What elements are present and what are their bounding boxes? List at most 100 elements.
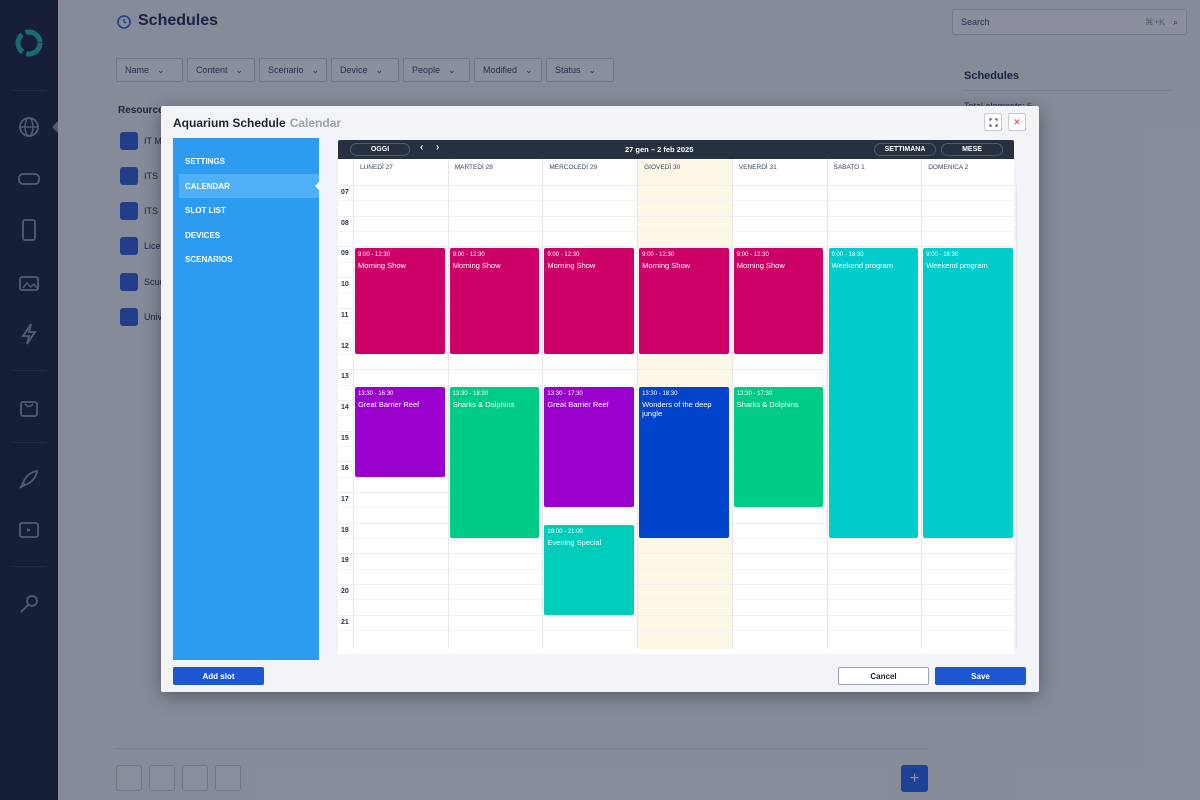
- modal-title-text: Aquarium Schedule: [173, 116, 286, 130]
- close-icon[interactable]: ✕: [1008, 113, 1026, 131]
- event-slot[interactable]: 9:00 - 12:30 Morning Show: [449, 248, 540, 354]
- cancel-button[interactable]: Cancel: [838, 667, 929, 685]
- search-icon[interactable]: ⌕: [1172, 16, 1178, 27]
- screen-icon[interactable]: [17, 518, 41, 542]
- list-item[interactable]: ITS M: [120, 193, 170, 229]
- hour-label: 08: [341, 219, 349, 227]
- vr-headset-icon[interactable]: [17, 167, 41, 191]
- modal-title: Aquarium Schedule Calendar: [173, 116, 341, 130]
- trash-icon[interactable]: [215, 765, 241, 791]
- hour-row: [338, 584, 1014, 615]
- menu-settings[interactable]: SETTINGS: [185, 156, 226, 166]
- active-indicator: [52, 121, 58, 133]
- rocket-icon[interactable]: [17, 467, 41, 491]
- tablet-icon[interactable]: [17, 218, 41, 242]
- filter-name[interactable]: Name ⌄: [116, 58, 183, 82]
- event-slot[interactable]: 9:00 - 18:30 Weekend program: [923, 248, 1013, 539]
- eye-icon[interactable]: [149, 765, 175, 791]
- toggle-icon[interactable]: [182, 765, 208, 791]
- chevron-left-icon[interactable]: ‹: [420, 142, 424, 153]
- filter-device[interactable]: Device ⌄: [331, 58, 399, 82]
- event-time: 9:00 - 12:30: [358, 252, 391, 259]
- event-slot[interactable]: 9:00 - 18:30 Weekend program: [828, 248, 919, 539]
- menu-scenarios[interactable]: SCENARIOS: [185, 254, 233, 264]
- menu-devices[interactable]: DEVICES: [185, 230, 221, 240]
- event-slot[interactable]: 9:00 - 12:30 Morning Show: [733, 248, 824, 354]
- event-slot[interactable]: 9:00 - 12:30 Morning Show: [639, 248, 729, 354]
- event-slot[interactable]: 13:30 - 17:30 Sharks & Dolphins: [733, 386, 824, 508]
- day-header: MARTEDÌ 28: [447, 159, 543, 185]
- hour-label: 19: [341, 557, 349, 565]
- expand-icon[interactable]: [984, 113, 1002, 131]
- week-calendar: OGGI ‹ › 27 gen – 2 feb 2025 SETTIMANA M…: [338, 140, 1017, 654]
- search-input[interactable]: Search ⌘+K ⌕: [952, 9, 1187, 35]
- alarm-clock-icon: [120, 308, 138, 326]
- event-time: 13:30 - 18:30: [452, 390, 489, 397]
- filter-modified[interactable]: Modified ⌄: [474, 58, 542, 82]
- globe-icon[interactable]: [17, 115, 41, 139]
- day-column-line: [637, 185, 639, 649]
- divider: [964, 90, 1172, 91]
- add-slot-button[interactable]: Add slot: [173, 667, 264, 685]
- key-icon[interactable]: [17, 592, 41, 616]
- event-slot[interactable]: 9:00 - 12:30 Morning Show: [355, 248, 445, 354]
- half-hour-line: [338, 231, 1014, 233]
- list-item[interactable]: Lice: [120, 228, 170, 264]
- today-button[interactable]: OGGI: [350, 143, 410, 156]
- event-slot[interactable]: 13:30 - 18:30 Wonders of the deep jungle: [639, 386, 729, 539]
- filter-scenario[interactable]: Scenario ⌄: [259, 58, 327, 82]
- modal-sidebar: SETTINGS CALENDAR SLOT LIST DEVICES SCEN…: [173, 138, 320, 660]
- chevron-down-icon: ⌄: [235, 64, 244, 75]
- media-icon[interactable]: [17, 270, 41, 294]
- schedule-modal: Aquarium Schedule Calendar ✕ SETTINGS CAL…: [161, 106, 1039, 692]
- menu-calendar[interactable]: CALENDAR: [179, 174, 320, 198]
- logo-icon[interactable]: [15, 29, 43, 57]
- list-item[interactable]: Scuo: [120, 264, 170, 300]
- week-view-button[interactable]: SETTIMANA: [874, 143, 936, 156]
- bag-icon[interactable]: [17, 395, 41, 419]
- edit-icon[interactable]: [116, 765, 142, 791]
- bolt-icon[interactable]: [17, 322, 41, 346]
- alarm-clock-icon: [120, 132, 138, 150]
- half-hour-line: [338, 630, 1014, 632]
- filter-status[interactable]: Status ⌄: [546, 58, 614, 82]
- event-slot[interactable]: 18:00 - 21:00 Evening Special: [544, 524, 635, 615]
- event-time: 9:00 - 18:30: [831, 252, 864, 259]
- day-header: GIOVEDÌ 30: [637, 159, 732, 185]
- resources-header: Resource: [118, 105, 164, 116]
- chevron-right-icon[interactable]: ›: [436, 142, 440, 153]
- rail-divider: [12, 566, 46, 567]
- hour-row: [338, 369, 1014, 400]
- filter-people[interactable]: People ⌄: [403, 58, 470, 82]
- event-name: Morning Show: [452, 261, 501, 271]
- resource-name: IT M: [144, 136, 162, 146]
- resource-name: ITS: [144, 171, 159, 181]
- half-hour-line: [338, 538, 1014, 540]
- event-slot[interactable]: 13:30 - 17:30 Great Barrier Reef: [544, 386, 635, 508]
- event-slot[interactable]: 13:30 - 18:30 Sharks & Dolphins: [449, 386, 540, 539]
- menu-slot-list[interactable]: SLOT LIST: [185, 205, 226, 215]
- save-button[interactable]: Save: [935, 667, 1026, 685]
- event-time: 9:00 - 18:30: [926, 252, 959, 259]
- event-name: Great Barrier Reef: [547, 399, 609, 409]
- plus-icon[interactable]: +: [901, 765, 928, 792]
- half-hour-line: [338, 599, 1014, 601]
- filter-content[interactable]: Content ⌄: [187, 58, 255, 82]
- page-title-text: Schedules: [138, 12, 219, 29]
- list-item[interactable]: ITS: [120, 158, 170, 194]
- alarm-clock-icon: [120, 237, 138, 255]
- left-navigation-rail: [0, 0, 58, 800]
- list-item[interactable]: IT M: [120, 123, 170, 159]
- day-header: MERCOLEDÌ 29: [542, 159, 637, 185]
- event-time: 13:30 - 18:30: [642, 390, 678, 397]
- hour-label: 12: [341, 342, 349, 350]
- chevron-down-icon: ⌄: [525, 64, 533, 75]
- day-column-line: [826, 185, 828, 649]
- chevron-down-icon: ⌄: [588, 64, 597, 75]
- list-item[interactable]: Unive: [120, 299, 170, 335]
- event-time: 9:00 - 12:30: [452, 252, 485, 259]
- event-time: 13:30 - 17:30: [736, 390, 773, 397]
- event-slot[interactable]: 9:00 - 12:30 Morning Show: [544, 248, 635, 354]
- event-slot[interactable]: 13:30 - 16:30 Great Barrier Reef: [355, 386, 445, 477]
- month-view-button[interactable]: MESE: [941, 143, 1003, 156]
